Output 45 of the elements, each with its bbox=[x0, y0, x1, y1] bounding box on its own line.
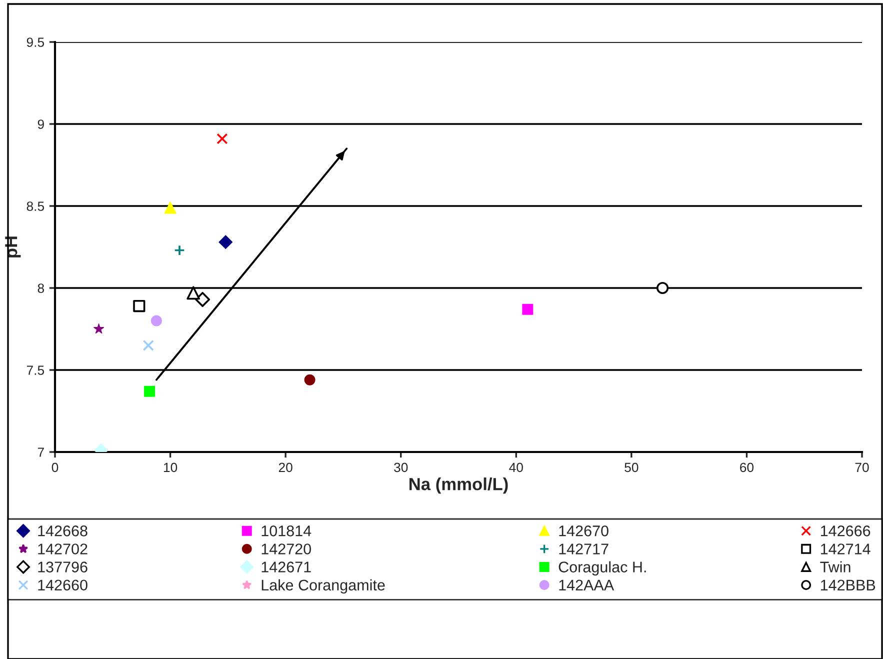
legend-label: Twin bbox=[820, 561, 850, 572]
point bbox=[150, 315, 162, 326]
legend-label: 142AAA bbox=[559, 580, 614, 590]
x-tick-label: 10 bbox=[164, 462, 178, 472]
y-tick-label: 8.5 bbox=[26, 202, 44, 211]
point bbox=[144, 386, 156, 397]
point bbox=[218, 235, 233, 250]
legend-label: 142702 bbox=[38, 544, 88, 554]
point bbox=[186, 286, 200, 300]
x-tick-label: 60 bbox=[740, 462, 754, 472]
legend-label: 142BBB bbox=[820, 580, 876, 590]
x-tick-label: 0 bbox=[52, 462, 58, 472]
x-tick-label: 30 bbox=[394, 462, 408, 472]
x-tick-label: 40 bbox=[509, 462, 523, 472]
legend-label: 142668 bbox=[38, 526, 88, 536]
point bbox=[656, 282, 669, 294]
point bbox=[304, 374, 316, 386]
point bbox=[174, 244, 186, 256]
point bbox=[142, 340, 154, 351]
y-tick-label: 7.5 bbox=[26, 366, 44, 375]
legend-label: 142671 bbox=[262, 562, 311, 572]
legend-label: 142660 bbox=[38, 580, 88, 591]
legend-label: Lake Corangamite bbox=[262, 579, 385, 594]
point bbox=[216, 133, 228, 144]
legend-label: 142714 bbox=[820, 544, 870, 554]
x-axis-title: Na (mmol/L) bbox=[410, 477, 508, 494]
y-tick-label: 9.5 bbox=[26, 38, 44, 47]
legend-label: 142717 bbox=[559, 544, 608, 554]
y-tick-label: 7 bbox=[38, 448, 44, 457]
point bbox=[94, 324, 104, 334]
point bbox=[195, 292, 210, 307]
x-tick-label: 20 bbox=[278, 462, 292, 472]
y-tick-label: 8 bbox=[38, 284, 44, 293]
legend-label: Coragulac H. bbox=[558, 561, 646, 576]
legend-label: 142720 bbox=[262, 544, 311, 554]
legend-label: 137796 bbox=[38, 562, 88, 572]
y-tick-label: 9 bbox=[38, 120, 44, 129]
point bbox=[164, 201, 176, 214]
x-tick-label: 70 bbox=[855, 462, 869, 472]
legend-label: 101814 bbox=[262, 526, 312, 536]
legend-label: 142666 bbox=[820, 526, 870, 536]
point bbox=[522, 304, 534, 315]
x-tick-label: 50 bbox=[624, 462, 638, 472]
legend-label: 142670 bbox=[559, 526, 608, 536]
point bbox=[133, 300, 146, 312]
